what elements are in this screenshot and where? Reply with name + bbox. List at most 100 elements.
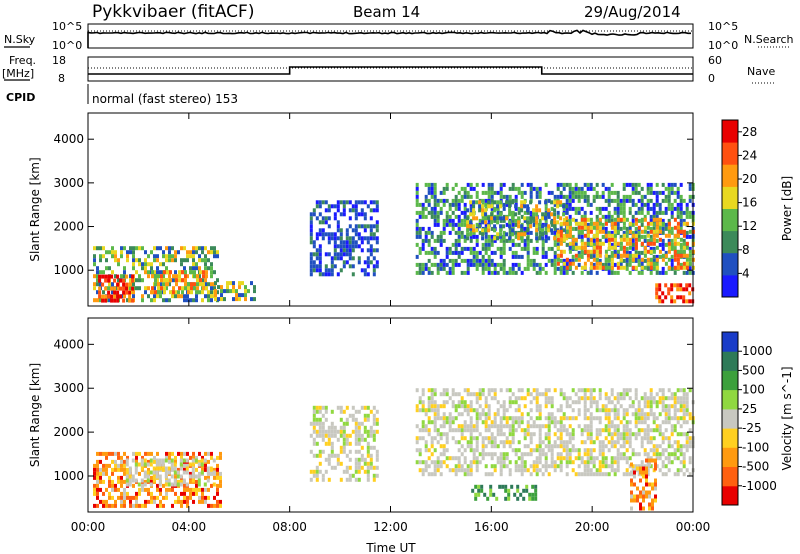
data-cell <box>190 290 193 295</box>
data-cell <box>499 388 503 393</box>
data-cell <box>544 262 548 267</box>
data-cell <box>613 198 617 203</box>
data-cell <box>448 258 452 263</box>
data-cell <box>517 420 521 425</box>
data-cell <box>667 229 671 234</box>
data-cell <box>535 190 539 195</box>
data-cell <box>661 464 665 469</box>
data-cell <box>454 202 458 207</box>
data-cell <box>571 241 575 246</box>
data-cell <box>496 220 500 225</box>
data-cell <box>556 257 560 262</box>
data-cell <box>132 254 135 259</box>
data-cell <box>616 202 620 207</box>
data-cell <box>369 465 373 470</box>
data-cell <box>219 499 222 504</box>
data-cell <box>661 404 665 409</box>
data-cell <box>309 216 313 221</box>
data-cell <box>171 487 174 492</box>
data-cell <box>595 225 599 230</box>
data-cell <box>147 274 150 279</box>
data-cell <box>216 290 219 295</box>
data-cell <box>652 452 656 457</box>
data-cell <box>460 468 464 473</box>
data-cell <box>99 475 102 480</box>
x-axis-title: Time UT <box>365 541 416 554</box>
data-cell <box>571 194 575 199</box>
data-cell <box>315 252 319 257</box>
data-cell <box>520 232 524 237</box>
data-cell <box>649 400 653 405</box>
data-cell <box>517 262 521 267</box>
data-cell <box>232 285 235 290</box>
data-cell <box>667 412 671 417</box>
data-cell <box>559 392 563 397</box>
data-cell <box>685 245 689 250</box>
data-cell <box>670 258 674 263</box>
data-cell <box>421 420 425 425</box>
data-cell <box>418 202 422 207</box>
data-cell <box>556 408 560 413</box>
data-cell <box>424 234 428 239</box>
data-cell <box>421 400 425 405</box>
data-cell <box>318 469 322 474</box>
data-cell <box>526 432 530 437</box>
data-cell <box>474 484 478 489</box>
nsky-trace <box>87 29 691 48</box>
data-cell <box>544 226 548 231</box>
data-cell <box>595 249 599 254</box>
data-cell <box>648 490 651 495</box>
data-cell <box>318 272 322 277</box>
data-cell <box>197 482 201 487</box>
data-cell <box>571 234 575 239</box>
data-cell <box>180 246 183 251</box>
data-cell <box>454 222 458 227</box>
data-cell <box>616 254 620 259</box>
data-cell <box>586 198 590 203</box>
data-cell <box>580 265 584 270</box>
data-cell <box>153 270 156 275</box>
data-cell <box>210 250 213 255</box>
data-cell <box>120 499 123 504</box>
data-cell <box>592 221 596 226</box>
data-cell <box>105 455 108 460</box>
data-cell <box>616 452 620 457</box>
data-cell <box>366 477 370 482</box>
data-cell <box>336 228 340 233</box>
data-cell <box>631 404 635 409</box>
data-cell <box>445 262 449 267</box>
data-cell <box>93 503 96 508</box>
data-cell <box>172 290 175 295</box>
data-cell <box>514 254 518 259</box>
data-cell <box>571 468 575 473</box>
data-cell <box>147 459 150 464</box>
data-cell <box>508 472 512 477</box>
data-cell <box>162 467 165 472</box>
data-cell <box>604 253 608 258</box>
data-cell <box>639 478 642 483</box>
data-cell <box>523 432 527 437</box>
data-cell <box>226 289 229 294</box>
data-cell <box>159 262 162 267</box>
data-cell <box>472 204 476 209</box>
data-cell <box>649 408 653 413</box>
data-cell <box>571 237 575 242</box>
data-cell <box>125 470 129 475</box>
data-cell <box>559 420 563 425</box>
data-cell <box>682 416 686 421</box>
data-cell <box>180 258 183 263</box>
data-cell <box>577 464 581 469</box>
data-cell <box>114 483 117 488</box>
data-cell <box>191 470 195 475</box>
data-cell <box>198 499 201 504</box>
data-cell <box>499 460 503 465</box>
data-cell <box>490 436 494 441</box>
data-cell <box>514 428 518 433</box>
data-cell <box>333 204 337 209</box>
data-cell <box>184 274 187 279</box>
data-cell <box>105 503 108 508</box>
data-cell <box>688 456 692 461</box>
data-cell <box>150 495 153 500</box>
data-cell <box>664 295 668 300</box>
data-cell <box>207 290 210 295</box>
